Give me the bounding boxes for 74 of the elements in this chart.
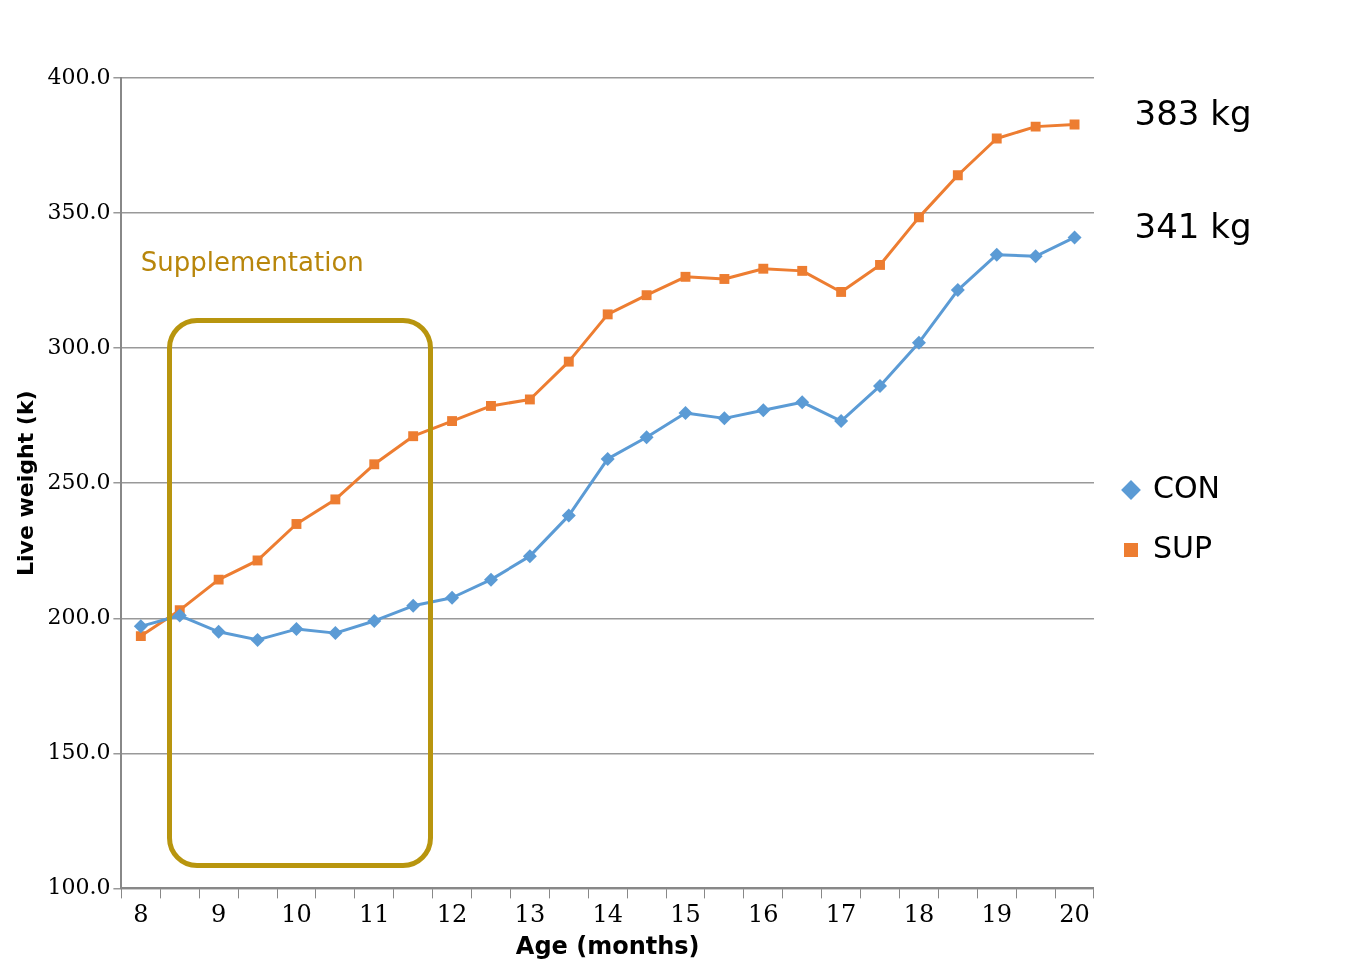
x-tick-label: 13 — [514, 900, 546, 929]
point — [330, 494, 341, 505]
point — [639, 430, 654, 445]
point — [135, 631, 146, 642]
legend-label: SUP — [1153, 529, 1213, 565]
point — [524, 394, 535, 405]
x-tick-label: 19 — [981, 900, 1013, 929]
legend-label: CON — [1153, 469, 1221, 505]
point — [522, 549, 537, 564]
point — [211, 624, 226, 639]
y-tick-label: 300.0 — [47, 333, 111, 359]
point — [367, 613, 382, 628]
point — [834, 414, 849, 429]
point — [447, 416, 458, 427]
point — [1028, 249, 1043, 264]
point — [989, 247, 1004, 262]
point — [913, 212, 924, 223]
x-tick-label: 14 — [592, 900, 623, 929]
point — [213, 574, 224, 585]
annotation: 341 kg — [1134, 206, 1252, 247]
y-tick-label: 400.0 — [47, 63, 111, 89]
point — [1067, 230, 1082, 245]
point — [873, 378, 888, 393]
point — [291, 519, 302, 529]
y-tick-label: 100.0 — [47, 874, 111, 900]
point — [369, 459, 380, 470]
point — [561, 508, 576, 523]
point — [1030, 121, 1041, 132]
point — [756, 403, 771, 418]
point — [408, 431, 419, 442]
point — [717, 411, 732, 426]
point — [911, 335, 926, 350]
point — [563, 356, 574, 367]
point — [641, 290, 652, 301]
point — [950, 283, 965, 298]
point — [133, 619, 148, 634]
point — [328, 626, 343, 641]
x-tick-label: 10 — [281, 900, 312, 929]
point — [172, 608, 187, 623]
point — [680, 271, 691, 282]
x-tick-label: 8 — [133, 900, 149, 929]
point — [758, 263, 769, 274]
x-tick-label: 11 — [358, 900, 390, 929]
y-tick-label: 200.0 — [47, 603, 111, 629]
point — [289, 622, 304, 637]
x-tick-label: 18 — [903, 900, 935, 929]
point — [483, 572, 498, 587]
y-tick-label: 150.0 — [47, 739, 111, 765]
point — [795, 395, 810, 410]
point — [486, 400, 496, 411]
x-tick-label: 12 — [436, 900, 468, 929]
annotation: 383 kg — [1134, 92, 1252, 133]
point — [797, 265, 808, 276]
x-tick-label: 9 — [211, 900, 227, 929]
x-axis-title: Age (months) — [515, 931, 700, 960]
annotation: Supplementation — [140, 247, 364, 278]
point — [836, 287, 847, 297]
y-tick-label: 350.0 — [47, 198, 111, 224]
point — [952, 170, 963, 181]
y-axis-title: Live weight (k) — [12, 390, 38, 576]
point — [875, 259, 885, 270]
y-tick-label: 250.0 — [47, 468, 111, 494]
x-tick-label: 17 — [825, 900, 857, 929]
point — [600, 451, 615, 466]
point — [991, 133, 1002, 144]
point — [250, 632, 265, 647]
point — [678, 405, 693, 420]
x-tick-label: 20 — [1059, 900, 1090, 929]
x-tick-label: 16 — [748, 900, 779, 929]
point — [406, 598, 421, 613]
point — [445, 590, 460, 605]
point — [602, 309, 613, 320]
x-tick-label: 15 — [670, 900, 701, 929]
point — [719, 274, 730, 284]
